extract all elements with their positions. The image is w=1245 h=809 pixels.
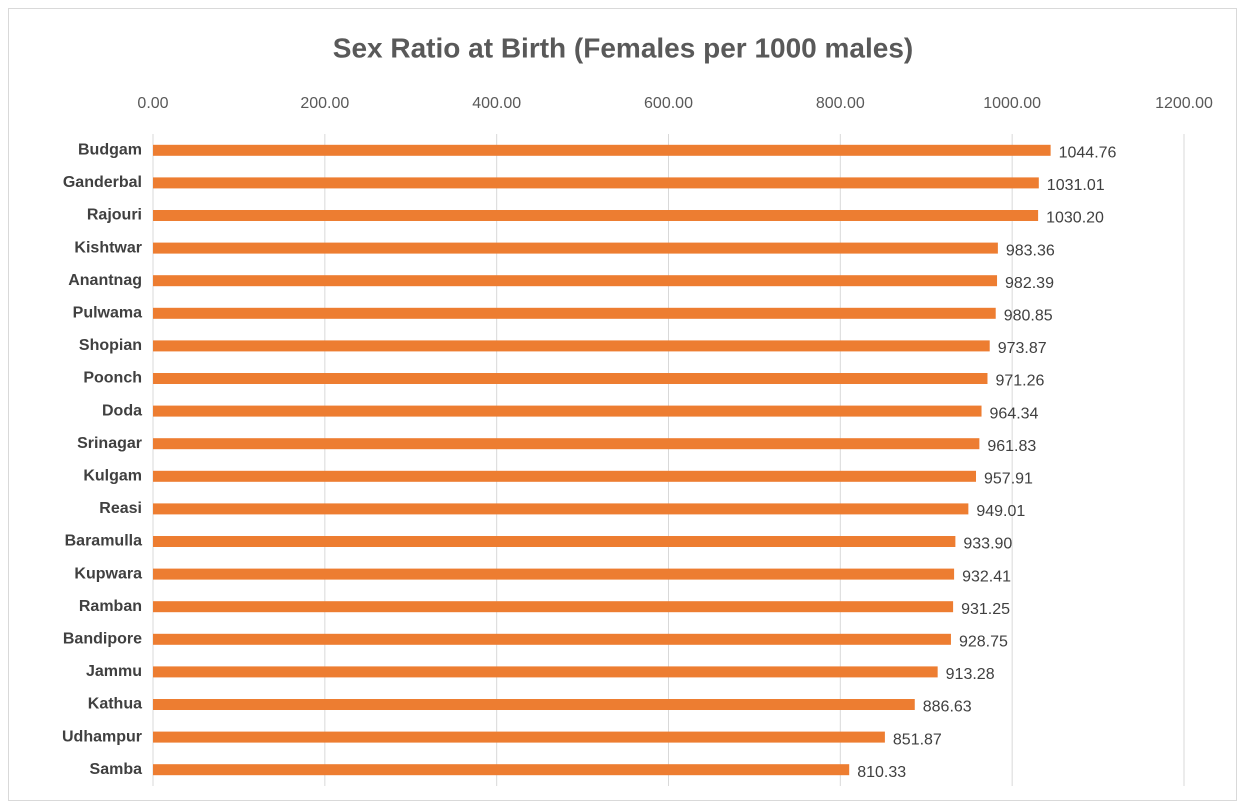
y-tick-label: Pulwama — [73, 305, 142, 322]
y-tick-label: Baramulla — [65, 533, 142, 550]
bar — [153, 144, 1051, 156]
bar — [153, 568, 955, 580]
data-label: 810.33 — [857, 764, 906, 781]
bar — [153, 438, 980, 450]
data-label: 886.63 — [923, 699, 972, 716]
y-tick-label: Jammu — [86, 663, 142, 680]
y-tick-label: Bandipore — [63, 631, 142, 648]
chart-frame — [8, 8, 1237, 801]
bar — [153, 536, 956, 547]
y-tick-label: Doda — [102, 402, 142, 419]
data-label: 949.01 — [976, 503, 1025, 520]
data-label: 961.83 — [987, 438, 1036, 455]
y-tick-label: Kishtwar — [74, 239, 142, 256]
x-tick-label: 400.00 — [472, 95, 521, 112]
x-tick-label: 200.00 — [300, 95, 349, 112]
bar — [153, 373, 988, 384]
data-label: 980.85 — [1004, 308, 1053, 325]
x-tick-label: 0.00 — [137, 95, 168, 112]
chart-title: Sex Ratio at Birth (Females per 1000 mal… — [333, 32, 913, 63]
bar — [153, 340, 990, 352]
data-label: 982.39 — [1005, 275, 1054, 292]
bar — [153, 601, 954, 613]
bar — [153, 764, 850, 776]
data-label: 1031.01 — [1047, 177, 1105, 194]
data-label: 1030.20 — [1046, 210, 1104, 227]
data-label: 933.90 — [963, 536, 1012, 553]
y-tick-label: Ganderbal — [63, 174, 142, 191]
data-label: 957.91 — [984, 471, 1033, 488]
y-tick-label: Samba — [90, 761, 143, 778]
data-label: 932.41 — [962, 568, 1011, 585]
bar — [153, 699, 915, 710]
y-tick-label: Anantnag — [68, 272, 142, 289]
data-label: 973.87 — [998, 340, 1047, 357]
y-tick-label: Udhampur — [62, 728, 142, 745]
data-label: 931.25 — [961, 601, 1010, 618]
y-tick-label: Rajouri — [87, 207, 142, 224]
y-tick-label: Reasi — [99, 500, 142, 517]
data-label: 964.34 — [990, 405, 1039, 422]
y-tick-label: Srinagar — [77, 435, 142, 452]
y-tick-label: Shopian — [79, 337, 142, 354]
bar — [153, 666, 938, 678]
bar — [153, 177, 1039, 189]
bar — [153, 210, 1039, 221]
y-tick-label: Kulgam — [83, 468, 142, 485]
data-label: 913.28 — [946, 666, 995, 683]
data-label: 1044.76 — [1059, 145, 1117, 162]
x-tick-label: 600.00 — [644, 95, 693, 112]
x-tick-label: 800.00 — [816, 95, 865, 112]
bar — [153, 405, 982, 417]
data-label: 983.36 — [1006, 242, 1055, 259]
x-tick-label: 1000.00 — [983, 95, 1041, 112]
y-tick-label: Kathua — [88, 696, 142, 713]
x-tick-label: 1200.00 — [1155, 95, 1213, 112]
bar — [153, 242, 998, 254]
bar — [153, 731, 885, 743]
y-tick-label: Poonch — [83, 370, 142, 387]
data-label: 851.87 — [893, 731, 942, 748]
bar — [153, 275, 998, 287]
bar — [153, 470, 977, 482]
data-label: 928.75 — [959, 634, 1008, 651]
y-tick-label: Kupwara — [74, 565, 142, 582]
y-tick-label: Ramban — [79, 598, 142, 615]
data-label: 971.26 — [995, 373, 1044, 390]
bar — [153, 633, 951, 645]
bar — [153, 503, 969, 515]
bar — [153, 307, 996, 319]
y-tick-label: Budgam — [78, 142, 142, 159]
